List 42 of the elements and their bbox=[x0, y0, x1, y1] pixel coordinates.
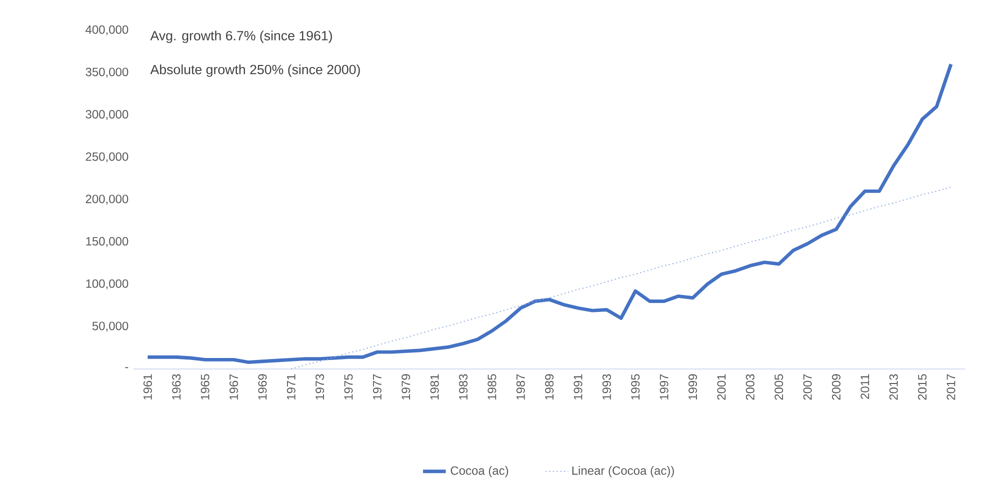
legend-label: Linear (Cocoa (ac)) bbox=[572, 466, 674, 478]
x-tick-label: 1985 bbox=[488, 374, 496, 400]
x-tick-label: 1993 bbox=[602, 374, 611, 400]
x-tick-label: 1963 bbox=[172, 374, 181, 400]
y-tick-label: 250,000 bbox=[86, 152, 128, 162]
x-tick-label: 1989 bbox=[545, 374, 554, 400]
x-tick-label: 1967 bbox=[230, 374, 238, 400]
x-tick-label: 1961 bbox=[143, 374, 152, 400]
x-tick-label: 1969 bbox=[258, 374, 267, 400]
y-tick-label: 350,000 bbox=[86, 68, 128, 78]
y-tick-label: 300,000 bbox=[86, 110, 128, 120]
x-tick-label: 2003 bbox=[746, 374, 754, 400]
y-tick-label: - bbox=[125, 367, 128, 368]
x-tick-label: 2015 bbox=[918, 374, 927, 400]
x-tick-label: 2009 bbox=[832, 374, 840, 400]
x-tick-label: 1987 bbox=[516, 374, 525, 400]
x-tick-label: 1979 bbox=[402, 374, 410, 400]
y-tick-label: 100,000 bbox=[86, 279, 128, 290]
x-tick-label: 2017 bbox=[946, 374, 956, 400]
x-tick-label: 2005 bbox=[774, 374, 784, 400]
x-tick-label: 2001 bbox=[717, 374, 726, 400]
x-tick-label: 1983 bbox=[459, 374, 468, 400]
x-tick-label: 1991 bbox=[574, 374, 582, 400]
y-tick-label: 150,000 bbox=[86, 237, 128, 247]
annotation: Absolute growth 250% (since 2000) bbox=[150, 64, 360, 77]
x-tick-label: 1971 bbox=[286, 374, 296, 400]
x-tick-label: 1973 bbox=[316, 374, 324, 400]
y-tick-label: 50,000 bbox=[92, 322, 128, 332]
x-tick-label: 1997 bbox=[660, 374, 668, 400]
x-tick-label: 1999 bbox=[688, 374, 698, 400]
x-tick-label: 2011 bbox=[860, 374, 870, 399]
x-tick-label: 1995 bbox=[631, 374, 640, 400]
x-tick-label: 1977 bbox=[372, 374, 382, 400]
x-tick-label: 1975 bbox=[344, 374, 353, 400]
annotation: Avg. growth 6.7% (since 1961) bbox=[150, 30, 332, 44]
y-tick-label: 400,000 bbox=[86, 25, 128, 36]
legend-label: Cocoa (ac) bbox=[450, 466, 508, 478]
x-tick-label: 1981 bbox=[430, 374, 439, 400]
x-tick-label: 2013 bbox=[889, 374, 898, 400]
x-tick-label: 1965 bbox=[200, 374, 210, 400]
y-tick-label: 200,000 bbox=[86, 194, 128, 205]
x-tick-label: 2007 bbox=[803, 374, 812, 400]
